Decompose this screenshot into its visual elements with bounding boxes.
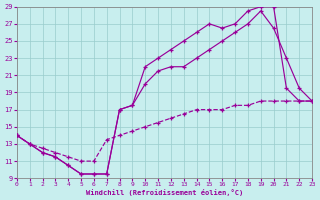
X-axis label: Windchill (Refroidissement éolien,°C): Windchill (Refroidissement éolien,°C) xyxy=(86,189,243,196)
